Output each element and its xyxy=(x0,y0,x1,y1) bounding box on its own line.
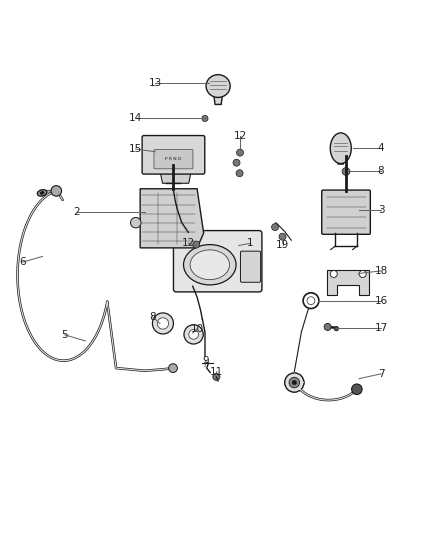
Circle shape xyxy=(157,318,169,329)
Text: 11: 11 xyxy=(210,367,223,377)
Polygon shape xyxy=(327,270,369,295)
Ellipse shape xyxy=(190,250,230,280)
Circle shape xyxy=(334,327,339,331)
Circle shape xyxy=(152,313,173,334)
Text: 13: 13 xyxy=(149,78,162,88)
Circle shape xyxy=(202,115,208,122)
Ellipse shape xyxy=(40,191,44,195)
Circle shape xyxy=(279,233,286,240)
Circle shape xyxy=(342,167,350,175)
Circle shape xyxy=(213,374,220,381)
Ellipse shape xyxy=(37,190,47,196)
Text: 7: 7 xyxy=(378,369,385,379)
Circle shape xyxy=(131,217,141,228)
Circle shape xyxy=(193,241,200,248)
Circle shape xyxy=(233,159,240,166)
Text: 14: 14 xyxy=(129,114,142,124)
Text: 2: 2 xyxy=(73,207,80,217)
Text: 12: 12 xyxy=(182,238,195,248)
Text: 12: 12 xyxy=(233,131,247,141)
Text: 16: 16 xyxy=(374,296,388,305)
Text: 3: 3 xyxy=(378,205,385,215)
Circle shape xyxy=(51,185,62,196)
Circle shape xyxy=(352,384,362,394)
Circle shape xyxy=(292,381,297,385)
FancyBboxPatch shape xyxy=(240,251,261,282)
Text: 5: 5 xyxy=(61,330,68,340)
FancyBboxPatch shape xyxy=(173,231,262,292)
Text: 9: 9 xyxy=(202,356,209,366)
Text: 4: 4 xyxy=(378,143,385,154)
Circle shape xyxy=(307,297,315,304)
FancyBboxPatch shape xyxy=(154,150,193,169)
Text: 8: 8 xyxy=(149,312,156,322)
Polygon shape xyxy=(337,156,344,164)
Text: P R N D: P R N D xyxy=(165,157,182,161)
Ellipse shape xyxy=(330,133,351,164)
Circle shape xyxy=(189,329,198,339)
Text: 15: 15 xyxy=(129,144,142,154)
FancyBboxPatch shape xyxy=(321,190,370,235)
Text: 10: 10 xyxy=(191,324,204,334)
Ellipse shape xyxy=(206,75,230,98)
Circle shape xyxy=(303,293,319,309)
Circle shape xyxy=(324,324,331,330)
Circle shape xyxy=(285,373,304,392)
Text: 1: 1 xyxy=(247,238,254,248)
Text: 18: 18 xyxy=(374,266,388,276)
Text: 8: 8 xyxy=(378,166,385,176)
Polygon shape xyxy=(160,172,191,183)
Circle shape xyxy=(169,364,177,373)
Polygon shape xyxy=(140,189,204,248)
Text: 19: 19 xyxy=(276,240,289,251)
Circle shape xyxy=(359,270,366,278)
Circle shape xyxy=(272,223,279,231)
Circle shape xyxy=(237,149,244,156)
Ellipse shape xyxy=(184,245,236,285)
Polygon shape xyxy=(214,95,223,104)
FancyBboxPatch shape xyxy=(142,135,205,174)
Text: 17: 17 xyxy=(374,323,388,333)
Circle shape xyxy=(184,325,203,344)
Circle shape xyxy=(236,169,243,177)
Text: 6: 6 xyxy=(19,257,26,267)
Circle shape xyxy=(289,377,300,388)
Circle shape xyxy=(330,270,337,278)
